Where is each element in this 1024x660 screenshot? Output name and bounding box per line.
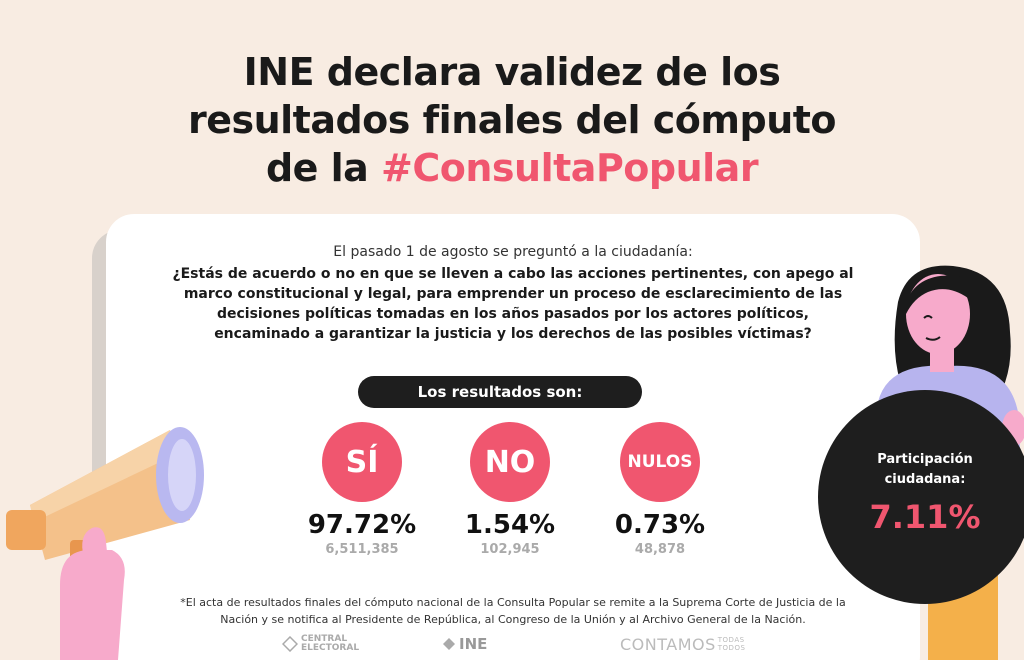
question-text: ¿Estás de acuerdo o no en que se lleven …: [172, 266, 854, 342]
option-nulos-votes: 48,878: [634, 542, 686, 557]
option-no-percent: 1.54%: [464, 510, 556, 540]
central-electoral-logo: CENTRAL ELECTORAL: [282, 632, 359, 656]
participation-value: 7.11%: [869, 498, 981, 536]
footnote: *El acta de resultados finales del cómpu…: [180, 596, 846, 626]
page-title: INE declara validez de los resultados fi…: [0, 48, 1024, 192]
title-line-2: resultados finales del cómputo: [187, 98, 837, 142]
central-electoral-icon: [282, 636, 298, 652]
title-line-1: INE declara validez de los: [243, 50, 781, 94]
option-no: NO 1.54% 102,945: [440, 422, 580, 557]
option-no-votes: 102,945: [480, 542, 540, 557]
option-si-votes: 6,511,385: [325, 542, 399, 557]
contamos-logo: CONTAMOS TODAS TODOS: [620, 634, 746, 654]
option-nulos: NULOS 0.73% 48,878: [590, 422, 730, 557]
participation-label: Participación ciudadana:: [877, 452, 973, 487]
option-nulos-percent: 0.73%: [614, 510, 706, 540]
option-si-badge: SÍ: [322, 422, 402, 502]
megaphone-icon: [6, 427, 204, 660]
option-si-percent: 97.72%: [307, 510, 417, 540]
participation-badge: Participación ciudadana: 7.11%: [818, 390, 1024, 604]
option-si: SÍ 97.72% 6,511,385: [292, 422, 432, 557]
results-label: Los resultados son:: [358, 376, 642, 408]
ine-icon: [443, 638, 455, 650]
hashtag: #ConsultaPopular: [381, 146, 759, 190]
option-no-badge: NO: [470, 422, 550, 502]
title-line-3: de la #ConsultaPopular: [265, 146, 759, 190]
ine-logo: INE: [442, 632, 487, 656]
question-intro: El pasado 1 de agosto se preguntó a la c…: [333, 244, 693, 260]
option-nulos-badge: NULOS: [620, 422, 700, 502]
